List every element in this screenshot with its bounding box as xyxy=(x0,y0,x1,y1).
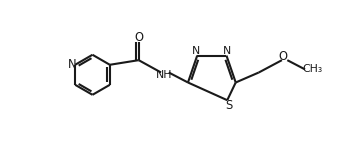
Text: CH₃: CH₃ xyxy=(303,64,323,74)
Text: O: O xyxy=(278,50,287,63)
Text: S: S xyxy=(225,99,232,112)
Text: O: O xyxy=(134,31,143,44)
Text: NH: NH xyxy=(156,70,172,80)
Text: N: N xyxy=(192,46,200,56)
Text: N: N xyxy=(223,46,231,56)
Text: N: N xyxy=(68,58,77,71)
